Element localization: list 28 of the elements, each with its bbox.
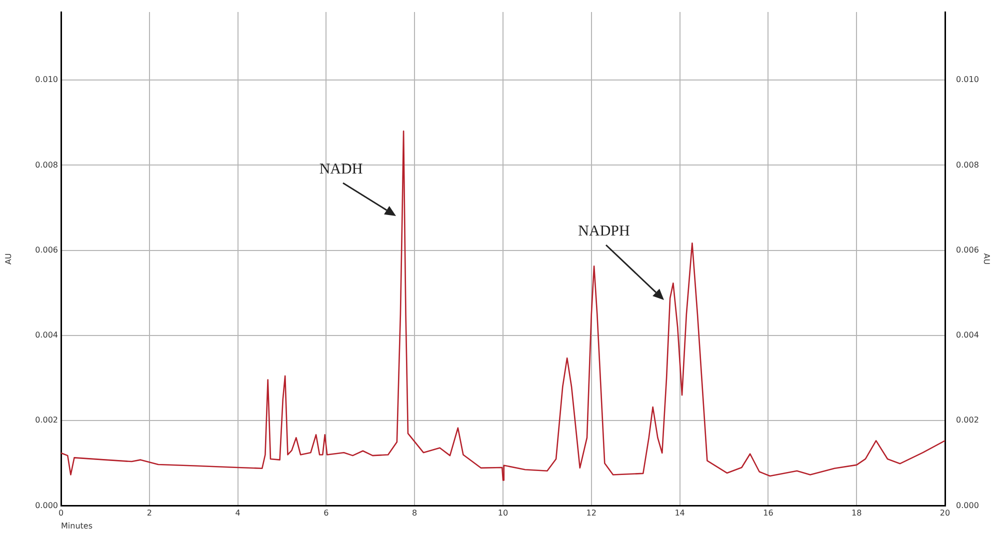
y-tick-label: 0.002 (35, 416, 58, 425)
y2-axis-title: AU (982, 253, 992, 265)
x-tick-label: 12 (586, 508, 596, 518)
y2-tick-label: 0.002 (956, 416, 979, 425)
x-tick-label: 16 (763, 508, 774, 518)
annotation: NADPH (578, 223, 630, 240)
x-tick-label: 18 (852, 508, 862, 518)
y-tick-label: 0.006 (35, 245, 58, 254)
y-tick-label: 0.008 (35, 160, 58, 170)
x-tick-label: 14 (674, 508, 685, 518)
x-tick-label: 2 (146, 508, 152, 518)
x-tick-label: 8 (412, 508, 418, 518)
x-tick-label: 20 (940, 508, 950, 518)
annotation: NADH (319, 161, 363, 178)
y2-tick-label: 0.000 (956, 500, 979, 510)
x-tick-label: 4 (235, 508, 240, 518)
y-tick-label: 0.004 (35, 330, 58, 340)
y2-tick-label: 0.008 (956, 160, 979, 170)
y-tick-label: 0.010 (35, 75, 58, 84)
y-tick-label: 0.000 (35, 500, 58, 510)
y2-tick-label: 0.004 (956, 330, 979, 340)
x-tick-label: 0 (58, 508, 64, 518)
y2-tick-label: 0.006 (956, 245, 979, 254)
y-axis-title: AU (4, 253, 13, 265)
x-tick-label: 10 (498, 508, 508, 518)
y2-tick-label: 0.010 (956, 75, 979, 84)
x-tick-label: 6 (324, 508, 329, 518)
x-axis-title: Minutes (61, 521, 92, 530)
